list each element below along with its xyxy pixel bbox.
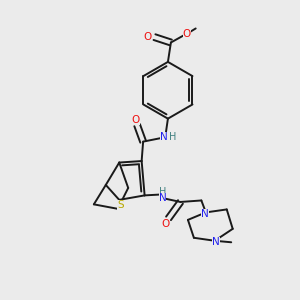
Text: N: N <box>201 209 209 219</box>
Text: O: O <box>183 28 191 38</box>
Text: O: O <box>161 219 170 229</box>
Text: N: N <box>159 193 167 203</box>
Text: H: H <box>169 133 176 142</box>
Text: O: O <box>144 32 152 41</box>
Text: S: S <box>117 200 124 210</box>
Text: N: N <box>160 133 168 142</box>
Text: N: N <box>212 237 220 247</box>
Text: H: H <box>159 187 166 196</box>
Text: O: O <box>131 115 140 125</box>
